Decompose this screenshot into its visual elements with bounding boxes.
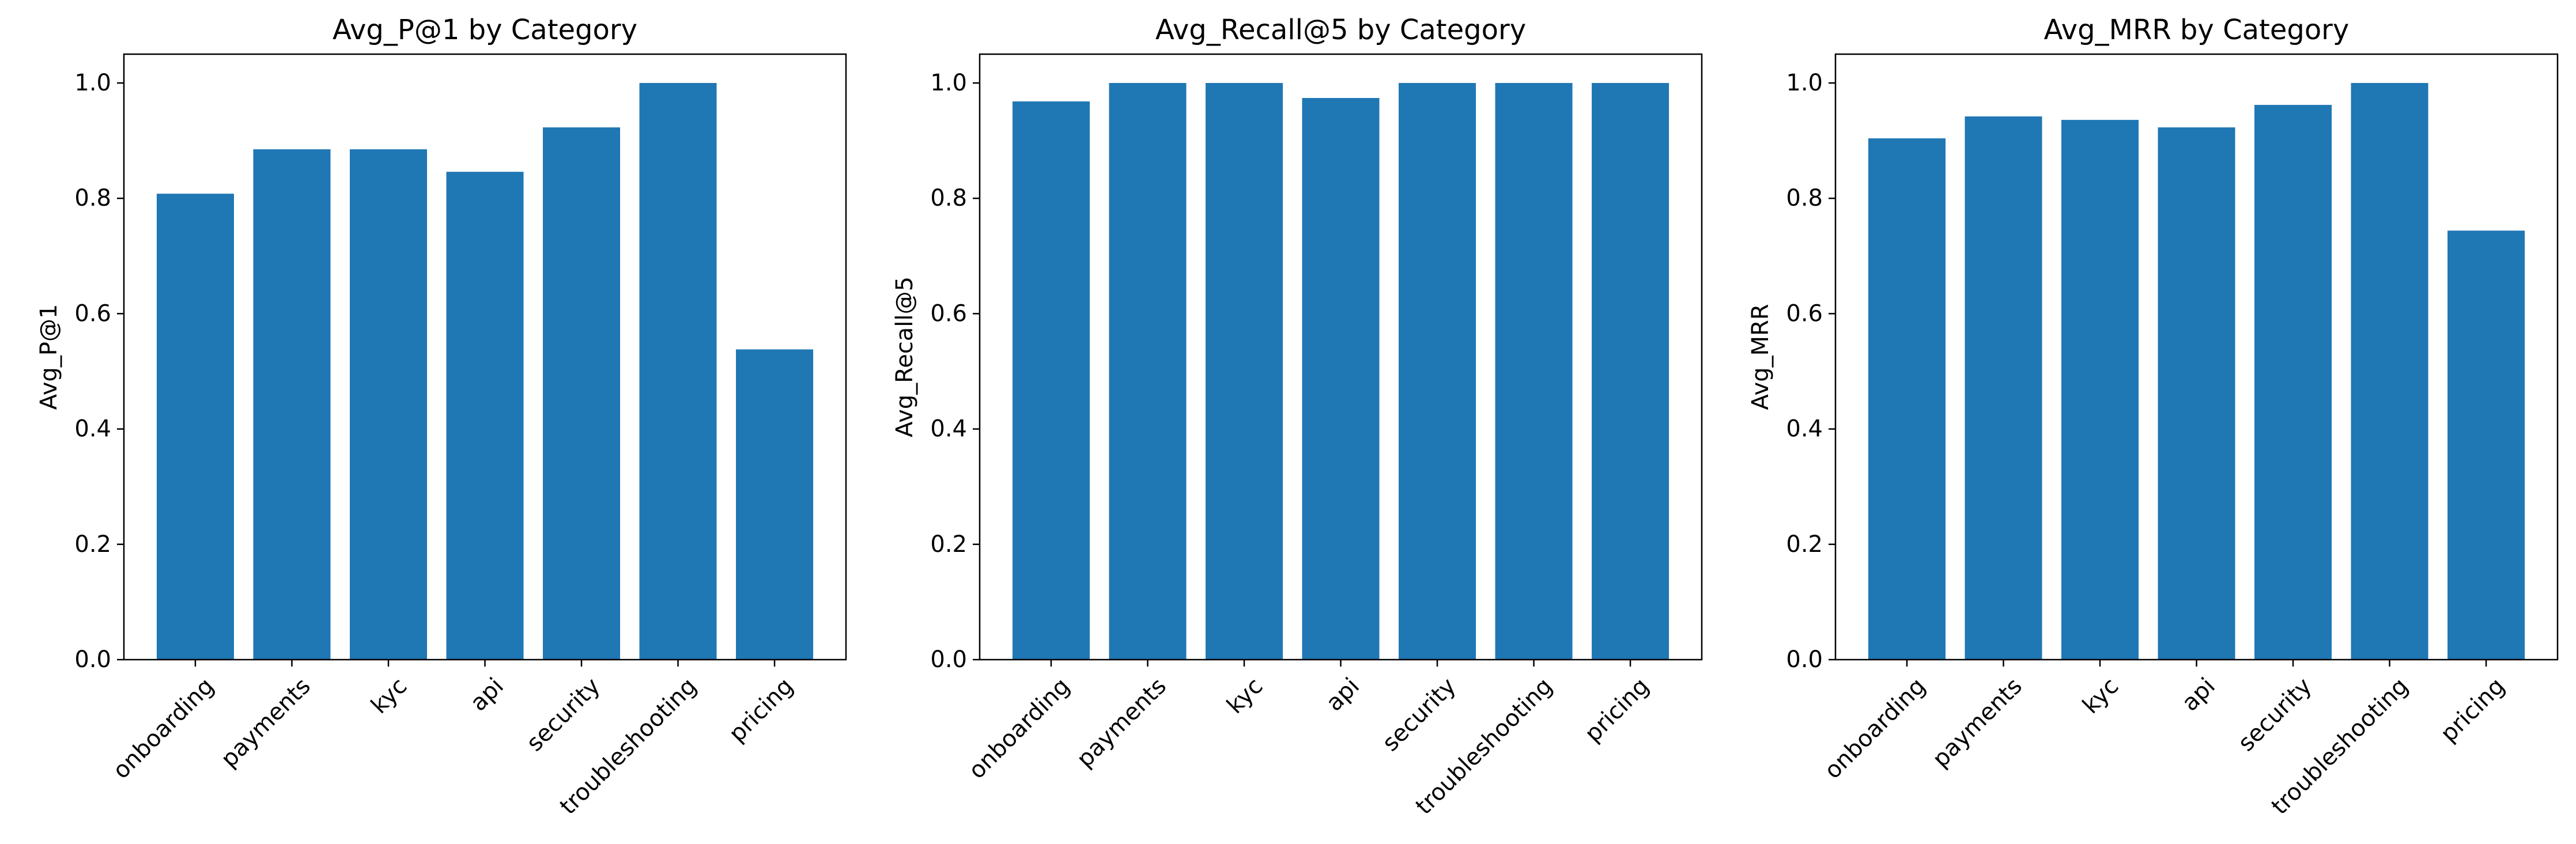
x-tick-label-payments: payments [1928,673,2027,773]
x-tick-label-onboarding: onboarding [1819,673,1931,784]
y-tick-label: 0.4 [930,416,967,442]
y-tick-label: 0.0 [1786,646,1823,673]
bar-pricing [1592,83,1670,660]
y-tick-label: 0.2 [1786,531,1823,558]
x-tick-label-kyc: kyc [2078,673,2124,719]
chart-title: Avg_MRR by Category [2044,14,2350,46]
bar-security [1399,83,1476,660]
y-tick-label: 0.0 [930,646,967,673]
x-tick-label-security: security [1377,673,1461,756]
y-tick-label: 0.2 [930,531,967,558]
bar-troubleshooting [2351,83,2428,660]
bar-security [543,127,621,660]
y-axis-label: Avg_MRR [1747,304,1774,410]
bar-troubleshooting [1495,83,1573,660]
bar-onboarding [1868,138,1946,660]
x-tick-label-api: api [2177,673,2220,717]
x-tick-label-kyc: kyc [1222,673,1268,719]
bar-payments [253,149,331,660]
x-tick-label-security: security [2233,673,2317,756]
y-tick-label: 0.8 [930,185,967,211]
y-tick-label: 0.0 [74,646,111,673]
x-tick-label-kyc: kyc [366,673,412,719]
x-tick-label-api: api [1321,673,1365,717]
x-tick-label-pricing: pricing [1580,673,1654,747]
y-tick-label: 1.0 [930,70,967,96]
x-tick-label-payments: payments [216,673,316,773]
bar-kyc [2061,120,2139,660]
bar-api [446,172,524,660]
bar-onboarding [156,194,234,660]
bar-kyc [1205,83,1283,660]
bar-api [2158,127,2235,660]
y-tick-label: 0.6 [1786,300,1823,327]
bar-api [1302,98,1380,660]
x-tick-label-onboarding: onboarding [964,673,1075,784]
y-axis-label: Avg_P@1 [36,304,62,410]
x-tick-label-payments: payments [1072,673,1172,773]
y-tick-label: 0.4 [74,416,111,442]
bar-security [2254,105,2332,660]
y-tick-label: 0.4 [1786,416,1823,442]
y-tick-label: 0.6 [930,300,967,327]
y-tick-label: 1.0 [1786,70,1823,96]
x-tick-label-pricing: pricing [2435,673,2510,747]
bar-troubleshooting [639,83,717,660]
x-tick-label-pricing: pricing [724,673,798,747]
x-tick-label-api: api [465,673,509,717]
bar-pricing [736,349,814,660]
y-tick-label: 0.2 [74,531,111,558]
y-tick-label: 0.8 [1786,185,1823,211]
y-tick-label: 0.6 [74,300,111,327]
bar-kyc [349,149,427,660]
y-axis-label: Avg_Recall@5 [892,277,918,437]
x-tick-label-security: security [522,673,605,756]
chart-title: Avg_P@1 by Category [333,14,637,46]
bar-onboarding [1012,101,1090,660]
y-tick-label: 1.0 [74,70,111,96]
y-tick-label: 0.8 [74,185,111,211]
bar-payments [1109,83,1187,660]
bar-pricing [2447,230,2525,660]
x-tick-label-onboarding: onboarding [108,673,219,784]
chart-title: Avg_Recall@5 by Category [1155,14,1526,46]
bar-payments [1965,116,2042,660]
